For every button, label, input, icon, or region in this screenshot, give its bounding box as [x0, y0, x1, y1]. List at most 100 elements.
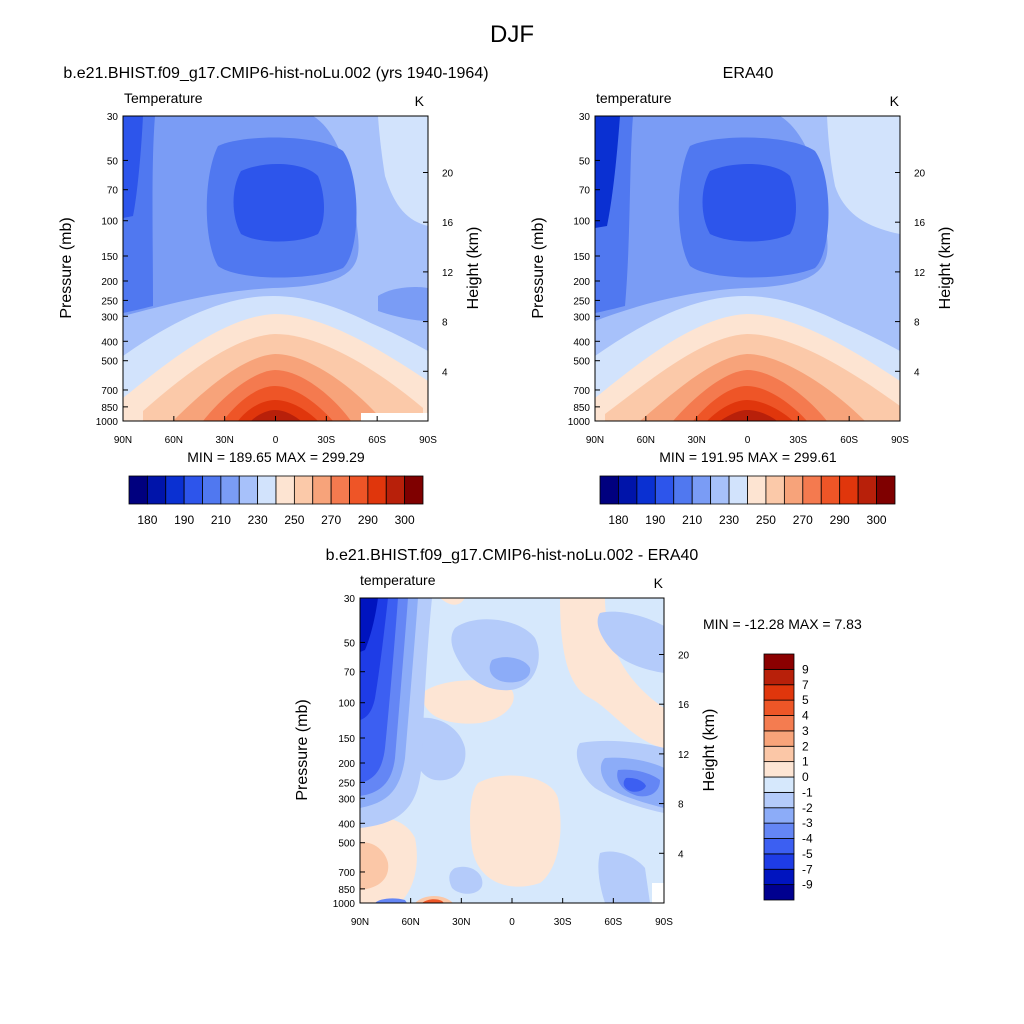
colorbar-swatch: [763, 684, 795, 701]
colorbar-label: 2: [802, 739, 809, 753]
colorbar-swatch: [747, 475, 767, 505]
y-tick-label: 250: [101, 296, 118, 307]
panel-left-label: temperature: [596, 90, 672, 106]
contour-band: [470, 775, 561, 887]
y-tick-label: 200: [101, 277, 118, 288]
y2-tick-label: 16: [678, 700, 690, 711]
colorbar-label: 180: [137, 513, 157, 527]
colorbar-swatch: [763, 822, 795, 839]
colorbar-swatch: [330, 475, 350, 505]
y2-tick-label: 8: [914, 318, 920, 329]
colorbar-swatch: [763, 668, 795, 686]
colorbar-swatch: [763, 653, 795, 670]
y-axis-label: Pressure (mb): [294, 699, 311, 800]
colorbar-label: 5: [802, 693, 809, 707]
colorbar-label: -9: [802, 878, 813, 892]
x-tick-label: 30N: [215, 435, 233, 446]
colorbar-label: 9: [802, 662, 809, 676]
contour-band: [827, 116, 900, 234]
panel-left-label: temperature: [360, 572, 436, 588]
colorbar-swatch: [763, 776, 795, 793]
colorbar-swatch: [763, 853, 795, 870]
minmax-stats: MIN = -12.28 MAX = 7.83: [703, 616, 862, 632]
colorbar-label: 230: [719, 513, 739, 527]
y2-tick-label: 16: [442, 218, 454, 229]
colorbar-label: 270: [793, 513, 813, 527]
x-tick-label: 0: [745, 435, 751, 446]
colorbar-swatch: [165, 475, 185, 505]
colorbar-swatch: [839, 475, 859, 505]
y-tick-label: 850: [101, 403, 118, 414]
y2-tick-label: 12: [678, 750, 690, 761]
contour-band: [422, 899, 444, 903]
y-tick-label: 50: [107, 156, 119, 167]
colorbar-swatch: [763, 838, 795, 855]
contour-band: [440, 598, 465, 605]
contour-band: [123, 116, 143, 218]
y-tick-label: 70: [107, 186, 119, 197]
colorbar-swatch: [763, 868, 795, 886]
colorbar-swatch: [146, 475, 167, 505]
contour-band: [449, 866, 483, 894]
colorbar-swatch: [404, 475, 424, 505]
y-tick-label: 500: [573, 357, 590, 368]
colorbar-swatch: [183, 475, 203, 505]
x-tick-label: 30N: [687, 435, 705, 446]
colorbar-swatch: [763, 884, 795, 901]
y2-tick-label: 20: [442, 168, 454, 179]
y2-tick-label: 8: [442, 318, 448, 329]
contour-band: [595, 116, 620, 228]
contour-band: [598, 851, 650, 903]
x-tick-label: 60N: [637, 435, 655, 446]
y2-tick-label: 20: [914, 168, 926, 179]
contour-band: [623, 777, 646, 792]
y-tick-label: 30: [107, 112, 119, 123]
contour-band: [720, 410, 777, 421]
colorbar-swatch: [220, 475, 240, 505]
colorbar-label: 210: [682, 513, 702, 527]
x-tick-label: 30S: [789, 435, 807, 446]
y2-tick-label: 4: [914, 367, 920, 378]
panel-title: ERA40: [723, 65, 774, 82]
y-tick-label: 200: [573, 277, 590, 288]
contour-band: [233, 164, 324, 242]
colorbar-label: 180: [608, 513, 628, 527]
y-tick-label: 400: [338, 819, 355, 830]
colorbar-swatch: [763, 807, 795, 824]
colorbar-label: 290: [830, 513, 850, 527]
contour-band: [702, 164, 796, 242]
y2-axis-label: Height (km): [937, 227, 954, 310]
contour-band: [422, 680, 514, 724]
colorbar-label: 250: [284, 513, 304, 527]
x-tick-label: 60N: [401, 917, 419, 928]
colorbar-swatch: [673, 475, 693, 505]
y2-tick-label: 16: [914, 218, 926, 229]
y2-axis-label: Height (km): [701, 709, 718, 792]
panel-model: b.e21.BHIST.f09_g17.CMIP6-hist-noLu.002 …: [58, 65, 489, 527]
contour-band: [378, 116, 428, 226]
panel-units-label: K: [654, 575, 664, 591]
x-tick-label: 0: [273, 435, 279, 446]
y-tick-label: 1000: [568, 417, 591, 428]
y-tick-label: 500: [338, 839, 355, 850]
panel-title: b.e21.BHIST.f09_g17.CMIP6-hist-noLu.002 …: [326, 547, 699, 564]
colorbar: 9 75 432 10-1 -2-3 -4-5-7 -9: [763, 653, 813, 901]
x-tick-label: 90S: [655, 917, 673, 928]
y-tick-label: 100: [338, 699, 355, 710]
colorbar-label: 250: [756, 513, 776, 527]
colorbar-label: -2: [802, 801, 813, 815]
y2-tick-label: 20: [678, 650, 690, 661]
x-tick-label: 60S: [604, 917, 622, 928]
contour-band: [251, 410, 301, 421]
colorbar-swatch: [763, 745, 795, 763]
contour-band: [414, 717, 466, 781]
y-tick-label: 700: [573, 386, 590, 397]
contour-band: [489, 657, 531, 683]
y2-tick-label: 4: [442, 367, 448, 378]
y-tick-label: 50: [344, 638, 356, 649]
x-tick-label: 30N: [452, 917, 470, 928]
colorbar-swatch: [202, 475, 222, 505]
y-tick-label: 700: [101, 386, 118, 397]
x-tick-label: 60N: [165, 435, 183, 446]
y-tick-label: 400: [573, 337, 590, 348]
